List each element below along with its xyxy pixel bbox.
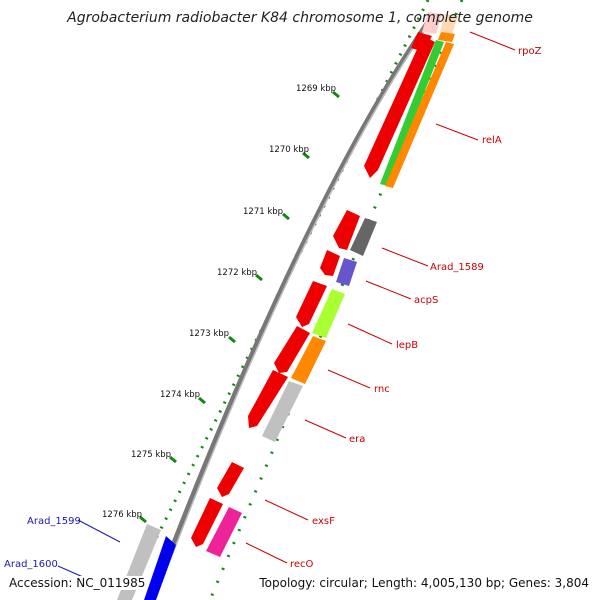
tick-label-1276: 1276 kbp [102,510,142,520]
gene-label-rpoZ[interactable]: rpoZ [518,46,542,57]
gene-rpoZ-peach[interactable] [440,14,458,34]
gene-label-acpS[interactable]: acpS [414,295,438,306]
accession-text: Accession: NC_011985 [8,576,147,590]
tick-label-1269: 1269 kbp [296,84,336,94]
gene-acpS-purple[interactable] [336,258,357,286]
tick-label-1271: 1271 kbp [243,207,283,217]
map-title: Agrobacterium radiobacter K84 chromosome… [67,10,533,26]
scale-tick-labels: 1269 kbp 1270 kbp 1271 kbp 1272 kbp 1273… [102,84,336,520]
gene-labels: rpoZ relA Arad_1589 acpS lepB rnc era ex… [4,46,542,570]
gene-arad1599-blue[interactable] [144,536,176,600]
label-leader-lines [245,31,516,564]
gene-label-exsF[interactable]: exsF [312,516,335,527]
gene-lepB-lime[interactable] [312,289,345,338]
chromosome-backbone [149,20,431,600]
gene-label-arad1600[interactable]: Arad_1600 [4,559,58,570]
gene-relA-orange[interactable] [385,42,454,188]
gene-rnc-red[interactable] [274,326,310,373]
gene-label-arad1589[interactable]: Arad_1589 [430,262,484,273]
gene-arad1589-red[interactable] [333,210,360,250]
gene-acpS-red[interactable] [320,250,340,276]
tick-label-1272: 1272 kbp [217,268,257,278]
gene-era-red[interactable] [248,370,288,428]
gene-label-recO[interactable]: recO [290,559,314,570]
gene-recO-magenta[interactable] [206,507,242,557]
gene-label-era[interactable]: era [349,434,365,445]
chromosome-backbone-highlight [154,21,431,600]
tick-label-1275: 1275 kbp [131,450,171,460]
gene-recO-red[interactable] [191,498,223,547]
gene-rpoZ-pink[interactable] [422,12,442,34]
tick-label-1273: 1273 kbp [189,329,229,339]
gene-label-arad1599[interactable]: Arad_1599 [27,516,81,527]
gene-arad1589-gray[interactable] [350,218,377,256]
gene-label-relA[interactable]: relA [482,135,502,146]
gene-relA-green[interactable] [380,40,444,186]
outer-scale-ring [123,0,430,600]
scale-ticks [139,90,340,524]
gene-relA-cds[interactable] [364,36,435,178]
gene-rnc-orange[interactable] [291,336,326,384]
gene-label-rnc[interactable]: rnc [374,384,390,395]
topology-stats-text: Topology: circular; Length: 4,005,130 bp… [258,576,590,590]
tick-label-1270: 1270 kbp [269,145,309,155]
gene-era-lightgray[interactable] [262,381,303,442]
gene-exsF-red[interactable] [217,462,244,497]
gene-rpoZ-orange[interactable] [438,32,455,42]
tick-label-1274: 1274 kbp [160,390,200,400]
gene-lepB-red[interactable] [296,281,327,327]
gene-features[interactable] [117,12,458,600]
gene-label-lepB[interactable]: lepB [396,340,418,351]
